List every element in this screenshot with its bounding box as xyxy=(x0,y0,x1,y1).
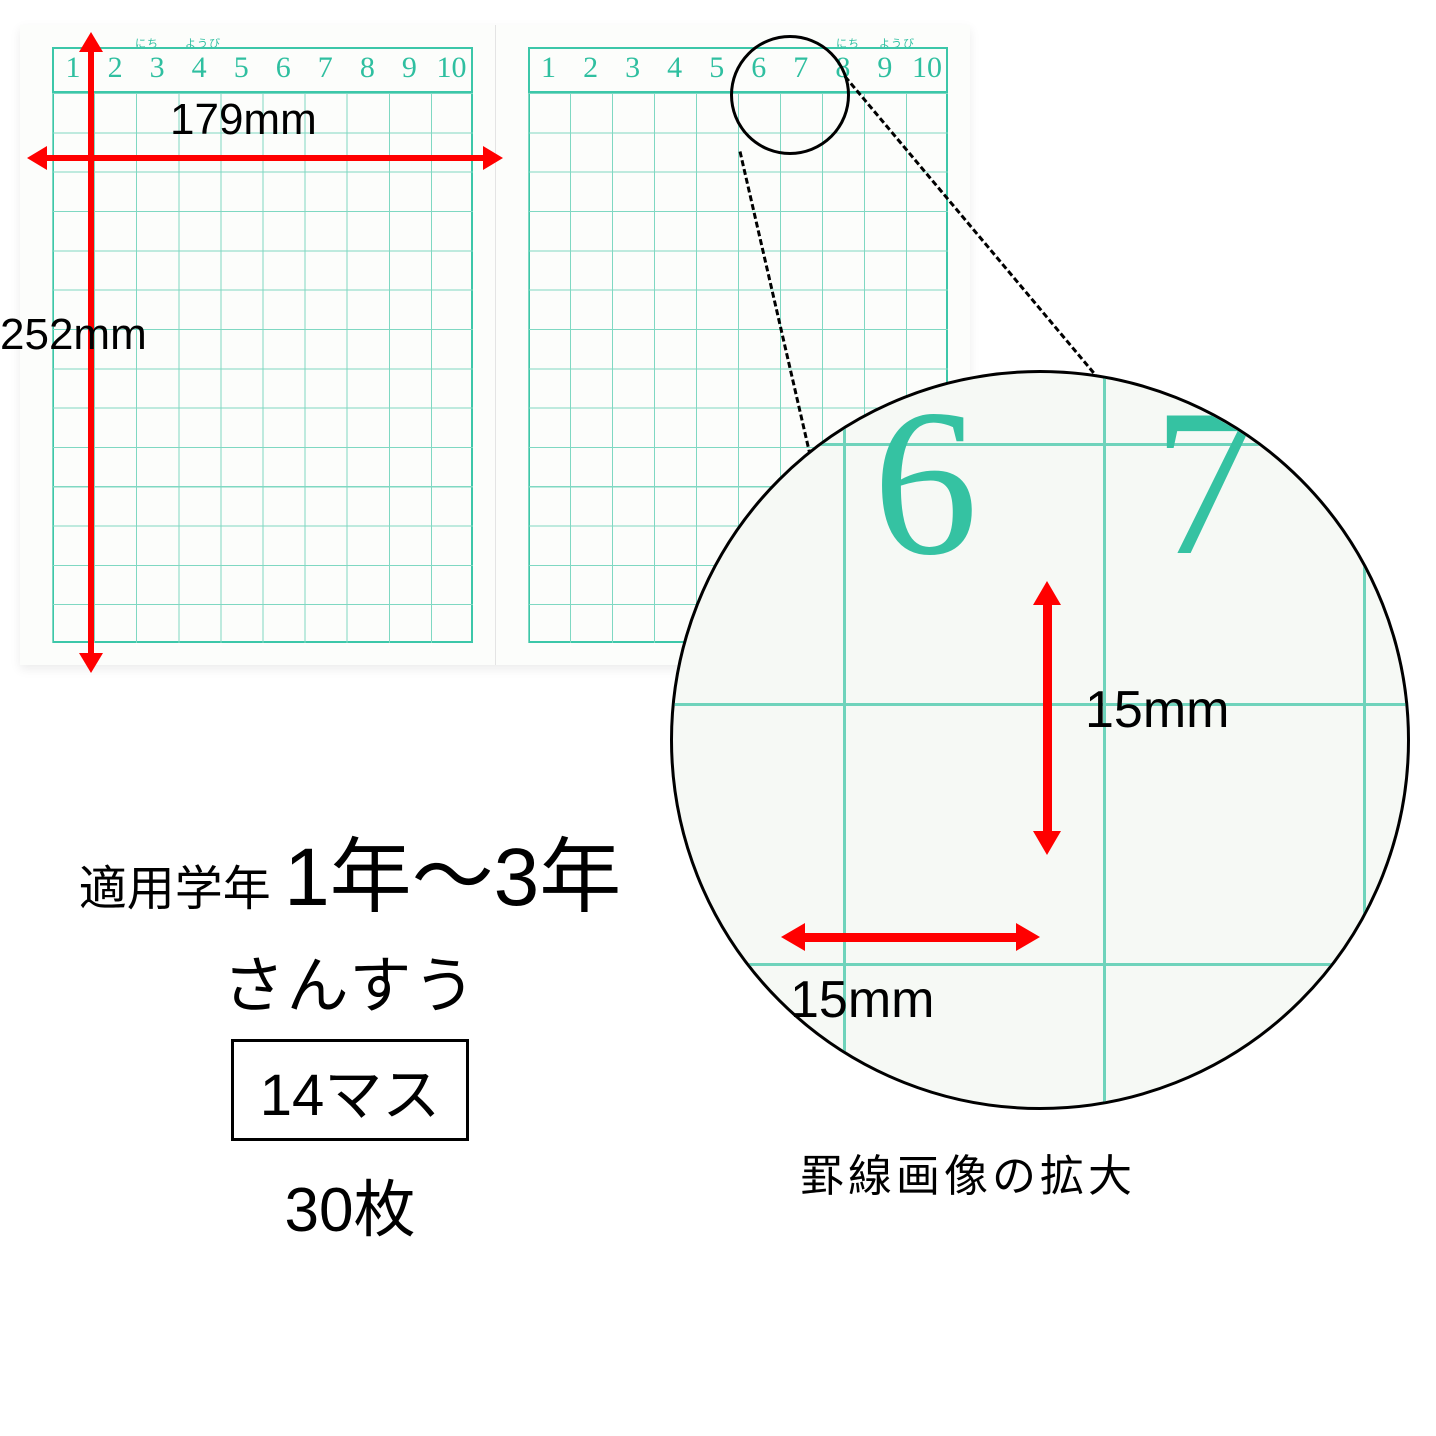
col-num: 10 xyxy=(906,51,948,91)
col-num: 3 xyxy=(612,51,654,91)
spec-grade-line: 適用学年 1年〜3年 xyxy=(40,810,660,929)
magnify-number: 6 xyxy=(873,370,978,604)
cell-width-label: 15mm xyxy=(790,970,934,1030)
width-dimension-label: 179mm xyxy=(170,95,317,145)
spec-cells-boxed: 14マス xyxy=(231,1039,470,1141)
col-num: 1 xyxy=(528,51,570,91)
cell-height-label: 15mm xyxy=(1085,680,1229,740)
col-num: 4 xyxy=(654,51,696,91)
magnify-inner: 6 7 xyxy=(673,373,1407,1107)
spec-grade-value: 1年〜3年 xyxy=(284,832,621,923)
col-num: 2 xyxy=(570,51,612,91)
width-dimension-arrow xyxy=(45,155,485,161)
cell-width-arrow xyxy=(803,933,1018,942)
col-num: 6 xyxy=(262,51,304,91)
spec-block: 適用学年 1年〜3年 さんすう 14マス 30枚 xyxy=(40,810,660,1249)
magnified-view: 6 7 xyxy=(670,370,1410,1110)
magnify-grid xyxy=(670,370,1410,1110)
callout-source-circle xyxy=(730,35,850,155)
spec-subject: さんすう xyxy=(40,935,660,1025)
column-numbers-left: 1 2 3 4 5 6 7 8 9 10 xyxy=(52,51,473,91)
col-num: 2 xyxy=(94,51,136,91)
magnify-number: 7 xyxy=(1153,370,1258,604)
col-num: 7 xyxy=(304,51,346,91)
col-num: 3 xyxy=(136,51,178,91)
col-num: 4 xyxy=(178,51,220,91)
col-num: 8 xyxy=(346,51,388,91)
col-num: 5 xyxy=(220,51,262,91)
col-num: 9 xyxy=(388,51,430,91)
magnify-caption: 罫線画像の拡大 xyxy=(800,1140,1136,1204)
grid-cells-left xyxy=(52,91,473,643)
height-dimension-label: 252mm xyxy=(0,310,147,360)
spec-sheets: 30枚 xyxy=(40,1159,660,1249)
spec-grade-prefix: 適用学年 xyxy=(79,863,271,916)
col-num: 9 xyxy=(864,51,906,91)
col-num: 10 xyxy=(430,51,472,91)
cell-height-arrow xyxy=(1043,603,1052,833)
